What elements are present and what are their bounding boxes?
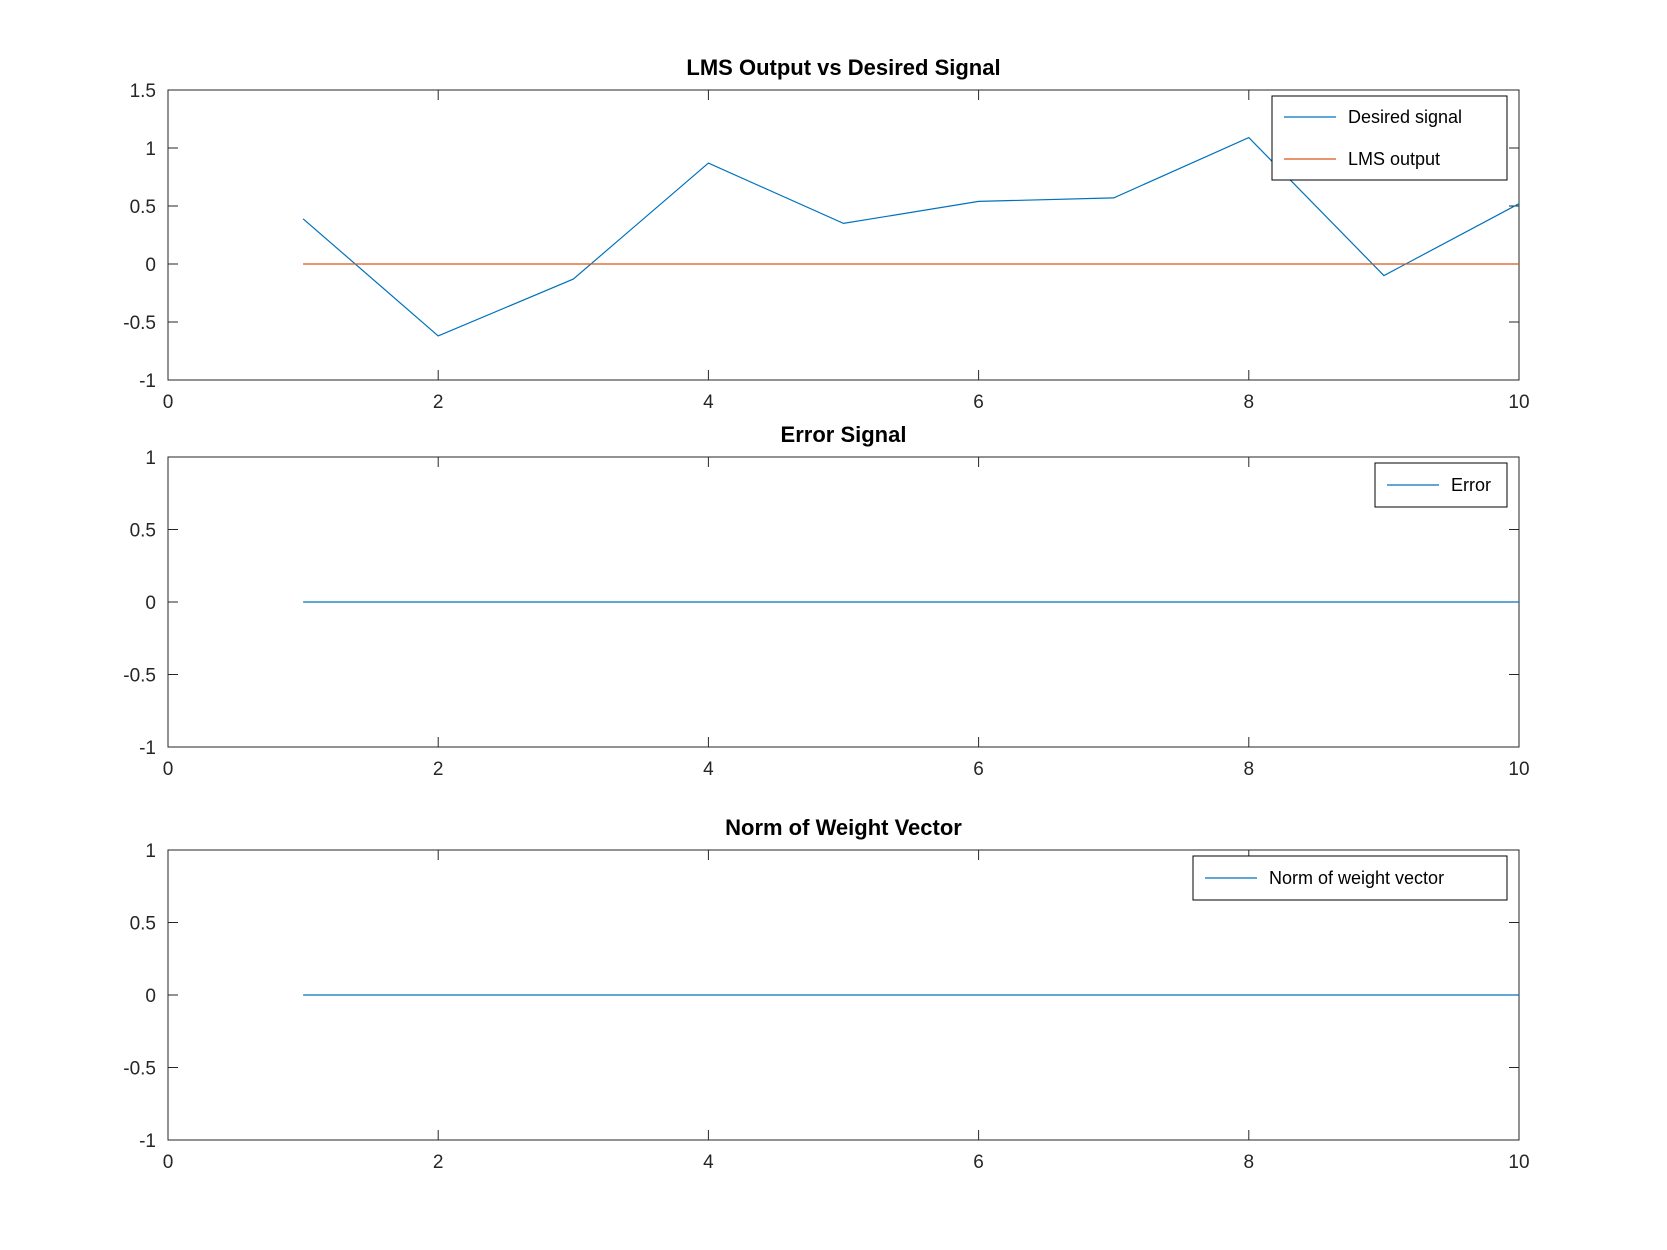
x-tick-label: 8 — [1244, 759, 1255, 780]
x-tick-label: 4 — [703, 392, 714, 413]
x-tick-label: 10 — [1508, 759, 1529, 780]
chart-title: Error Signal — [781, 422, 907, 447]
legend-label: Error — [1451, 475, 1491, 495]
y-tick-label: 0.5 — [130, 197, 156, 218]
x-tick-label: 4 — [703, 759, 714, 780]
subplot-3: 0 2 4 6 8 10 -1 -0.5 0 0.5 1 Norm of Weight Vector N… — [123, 815, 1529, 1173]
x-tick-label: 8 — [1244, 1152, 1255, 1173]
x-tick-label: 10 — [1508, 392, 1529, 413]
x-tick-label: 2 — [433, 759, 444, 780]
x-tick-label: 6 — [973, 1152, 984, 1173]
y-tick-label: -0.5 — [123, 1059, 156, 1080]
subplot-1: 0 2 4 6 8 10 -1 -0.5 0 0.5 1 1.5 LMS Output vs Desir… — [123, 55, 1529, 413]
x-tick-label: 10 — [1508, 1152, 1529, 1173]
y-tick-label: -1 — [139, 1131, 156, 1152]
x-tick-label: 0 — [163, 1152, 174, 1173]
legend-label: Desired signal — [1348, 107, 1462, 127]
chart-title: Norm of Weight Vector — [725, 815, 962, 840]
axes-frame — [167, 89, 1520, 381]
legend: Error — [1374, 462, 1508, 508]
y-tick-label: 1 — [145, 139, 156, 160]
y-tick-label: 0 — [145, 593, 156, 614]
y-tick-label: 1 — [145, 448, 156, 469]
series-line-1 — [302, 136, 1520, 337]
x-tick-label: 2 — [433, 1152, 444, 1173]
legend-box — [1271, 95, 1508, 181]
y-tick-label: -1 — [139, 738, 156, 759]
x-tick-label: 0 — [163, 759, 174, 780]
x-tick-label: 8 — [1244, 392, 1255, 413]
y-tick-label: -1 — [139, 371, 156, 392]
y-tick-label: 1.5 — [130, 81, 156, 102]
y-tick-label: 0 — [145, 255, 156, 276]
chart-title: LMS Output vs Desired Signal — [686, 55, 1000, 80]
y-tick-label: 0.5 — [130, 521, 156, 542]
y-tick-label: 0 — [145, 986, 156, 1007]
x-tick-label: 2 — [433, 392, 444, 413]
x-tick-label: 6 — [973, 392, 984, 413]
legend: Desired signal LMS output — [1271, 95, 1508, 181]
legend-label: LMS output — [1348, 149, 1440, 169]
y-tick-label: 1 — [145, 841, 156, 862]
x-tick-label: 4 — [703, 1152, 714, 1173]
y-tick-label: -0.5 — [123, 313, 156, 334]
y-tick-label: 0.5 — [130, 914, 156, 935]
legend: Norm of weight vector — [1192, 855, 1508, 901]
legend-label: Norm of weight vector — [1269, 868, 1444, 888]
subplot-2: 0 2 4 6 8 10 -1 -0.5 0 0.5 1 Error Signal Error — [123, 422, 1529, 780]
x-tick-label: 0 — [163, 392, 174, 413]
x-tick-label: 6 — [973, 759, 984, 780]
y-tick-label: -0.5 — [123, 666, 156, 687]
